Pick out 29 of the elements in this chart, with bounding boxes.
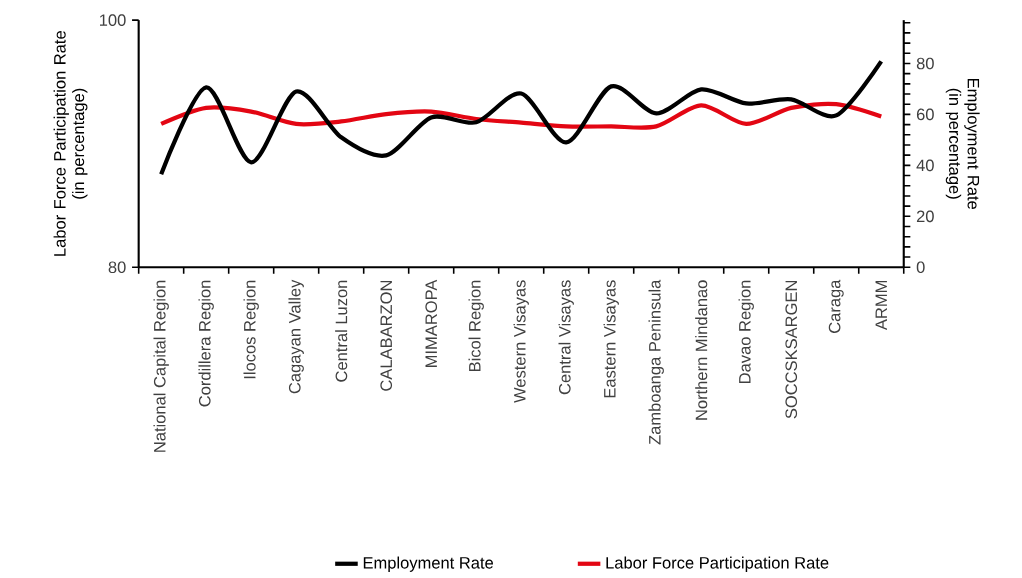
y-axis-title: Labor Force Participation Rate (in percentage) [53, 31, 88, 256]
y2-axis-title: Employment Rate (in percentage) [945, 79, 980, 210]
x-tick-label: Central Luzon [335, 280, 348, 382]
x-tick-label: ARMM [875, 281, 887, 331]
x-tick-label: National Capital Region [153, 280, 169, 452]
x-tick-label: CALABARZON [380, 281, 393, 391]
x-tick-label: Zamboanga Peninsula [648, 279, 664, 445]
y2-tick-label: 20 [916, 210, 934, 223]
x-tick-label: Ilocos Region [243, 280, 259, 379]
line-series [159, 101, 884, 130]
x-tick-label: Cagayan Valley [288, 279, 304, 394]
y2-tick-label: 0 [916, 261, 925, 274]
x-tick-label: Caraga [828, 279, 844, 334]
x-tick-label: MIMAROPA [425, 279, 438, 368]
x-tick-label: Central Visayas [558, 280, 574, 395]
x-tick-label: SOCCSKSARGEN [785, 281, 798, 419]
x-tick-label: Western Visayas [513, 280, 529, 403]
line-series [159, 59, 884, 177]
x-tick-label: Cordillera Region [198, 280, 214, 407]
legend-label: Labor Force Participation Rate [606, 556, 829, 573]
x-tick-label: Eastern Visayas [603, 280, 619, 398]
y2-tick-label: 80 [916, 57, 934, 70]
y2-tick-label: 40 [916, 159, 934, 172]
legend-label: Employment Rate [363, 556, 493, 573]
y-tick-label: 100 [100, 14, 126, 27]
x-tick-label: Davao Region [738, 280, 754, 384]
y2-tick-label: 60 [916, 108, 934, 121]
x-tick-label: Northern Mindanao [695, 280, 708, 420]
x-tick-label: Bicol Region [468, 280, 484, 372]
